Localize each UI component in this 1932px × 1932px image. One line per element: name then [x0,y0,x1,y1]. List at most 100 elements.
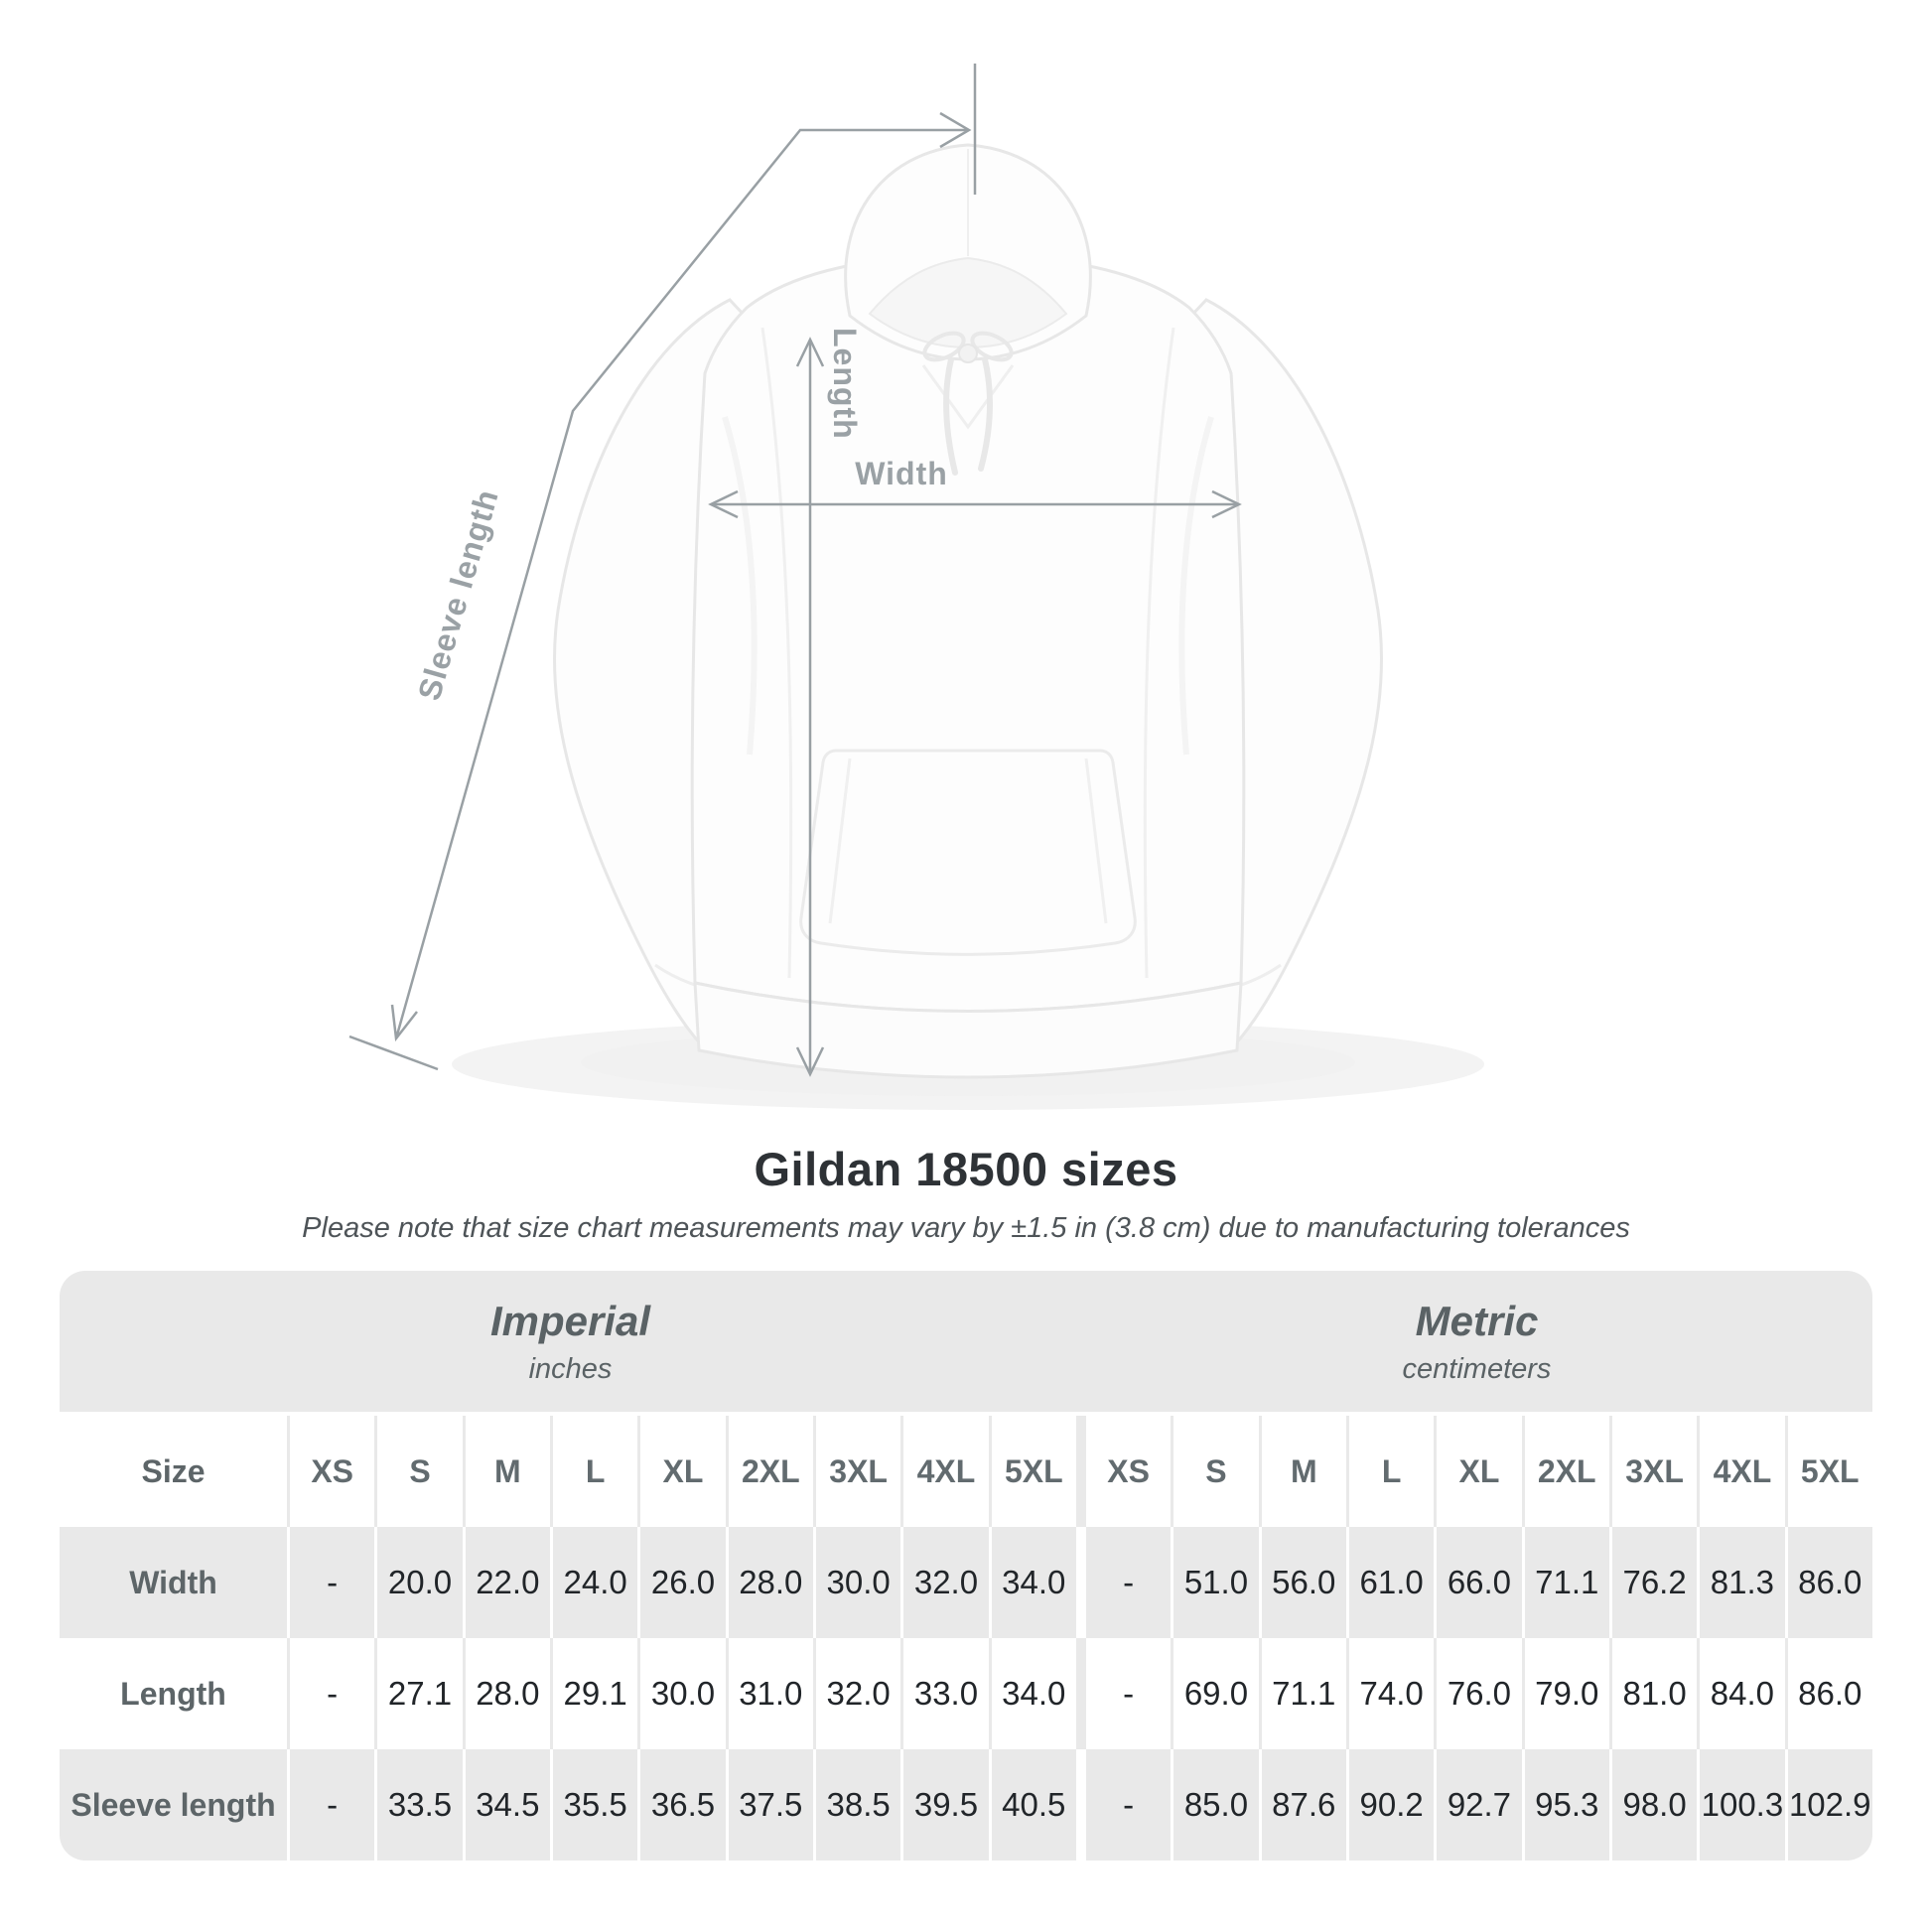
metric-value: 71.1 [1262,1638,1349,1749]
imperial-value: 29.1 [553,1638,641,1749]
metric-value: 90.2 [1349,1749,1438,1861]
metric-value: 76.0 [1437,1638,1525,1749]
metric-value: 74.0 [1349,1638,1438,1749]
size-header-metric-2xl: 2XL [1525,1416,1612,1527]
hoodie-illustration [552,143,1384,1079]
size-header-imperial-xl: XL [640,1416,729,1527]
width-line [708,489,1242,519]
metric-group-title: Metric [1415,1297,1539,1344]
page-subtitle: Please note that size chart measurements… [302,1212,1630,1244]
size-header-metric-m: M [1262,1416,1349,1527]
metric-value: 81.3 [1700,1527,1788,1638]
imperial-group-unit: inches [528,1352,613,1385]
imperial-value: 33.0 [903,1638,992,1749]
imperial-value: - [290,1638,378,1749]
length-line [795,337,825,1077]
imperial-value: 22.0 [466,1527,553,1638]
sleeve-length-label: Sleeve length [411,485,505,705]
metric-value: - [1086,1527,1174,1638]
hoodie-diagram-svg: Length Width Sleeve length [348,64,1484,1110]
imperial-value: - [290,1749,378,1861]
metric-value: 81.0 [1612,1638,1701,1749]
imperial-value: 28.0 [466,1638,553,1749]
size-header-metric-3xl: 3XL [1612,1416,1701,1527]
metric-value: - [1086,1749,1174,1861]
imperial-group-header: Imperial inches [60,1271,1081,1412]
metric-value: 56.0 [1262,1527,1349,1638]
imperial-value: 40.5 [992,1749,1086,1861]
metric-value: 86.0 [1798,1564,1863,1600]
size-header-imperial-2xl: 2XL [729,1416,816,1527]
metric-value: 71.1 [1525,1527,1612,1638]
imperial-group-title: Imperial [489,1297,651,1344]
imperial-value: 39.5 [903,1749,992,1861]
imperial-value: 31.0 [729,1638,816,1749]
arrowhead-right [1211,489,1242,519]
metric-value: 100.3 [1700,1749,1788,1861]
imperial-value: 37.5 [729,1749,816,1861]
imperial-value: 30.0 [816,1527,904,1638]
imperial-value: 34.5 [466,1749,553,1861]
size-header-metric-4xl: 4XL [1700,1416,1788,1527]
metric-group-header: Metric centimeters [1081,1271,1872,1412]
metric-value: 98.0 [1612,1749,1701,1861]
metric-value: 102.9 [1788,1786,1871,1823]
imperial-value: 38.5 [816,1749,904,1861]
arrowhead-down [795,1046,825,1077]
arrowhead-bottom [390,1004,418,1042]
metric-value: 86.0 [1798,1675,1863,1712]
drawstring [922,331,1014,476]
imperial-value: - [290,1527,378,1638]
size-header-imperial-5xl: 5XL [992,1416,1086,1527]
imperial-value: 34.0 [992,1638,1086,1749]
arrowhead-up [795,337,825,367]
metric-value: 95.3 [1525,1749,1612,1861]
size-header-imperial-xs: XS [290,1416,378,1527]
sleeve-length-line [348,64,977,1071]
size-header-metric-xs: XS [1086,1416,1174,1527]
measurement-row-length: Length -27.1 28.0 29.1 30.0 31.0 32.0 33.0 34.0-… [60,1638,1872,1749]
imperial-value: 24.0 [553,1527,641,1638]
metric-value: 61.0 [1349,1527,1438,1638]
size-header-imperial-l: L [553,1416,641,1527]
imperial-value: 34.0 [992,1527,1086,1638]
size-header-row: Size XS S M L XL 2XL 3XL 4XL 5XL XS S M L XL 2XL 3XL 4XL 5… [60,1416,1872,1527]
size-header-metric-l: L [1349,1416,1438,1527]
size-header-imperial-4xl: 4XL [903,1416,992,1527]
row-label: Length [60,1638,290,1749]
length-label: Length [827,328,863,440]
imperial-value: 20.0 [377,1527,466,1638]
imperial-value: 28.0 [729,1527,816,1638]
imperial-value: 33.5 [377,1749,466,1861]
metric-value: 79.0 [1525,1638,1612,1749]
size-header-imperial-m: M [466,1416,553,1527]
measurement-row-width: Width -20.0 22.0 24.0 26.0 28.0 30.0 32.0 34.0-5… [60,1527,1872,1638]
metric-value: 85.0 [1173,1749,1262,1861]
size-header-metric-s: S [1173,1416,1262,1527]
imperial-value: 27.1 [377,1638,466,1749]
metric-value: 84.0 [1700,1638,1788,1749]
unit-group-row: Imperial inches Metric centimeters [60,1271,1872,1416]
metric-value: 92.7 [1437,1749,1525,1861]
imperial-value: 30.0 [640,1638,729,1749]
imperial-value: 35.5 [553,1749,641,1861]
measurement-diagram: Length Width Sleeve length [348,64,1484,1110]
metric-value: 66.0 [1437,1527,1525,1638]
arrowhead-left [708,489,739,519]
metric-value: 87.6 [1262,1749,1349,1861]
page-title: Gildan 18500 sizes [754,1143,1178,1195]
size-header-imperial-s: S [377,1416,466,1527]
size-header-metric-5xl: 5XL [1800,1452,1860,1489]
metric-value: 51.0 [1173,1527,1262,1638]
metric-group-unit: centimeters [1402,1352,1552,1385]
imperial-value: 32.0 [816,1638,904,1749]
arrowhead-right [939,111,972,149]
measurement-row-sleeve-length: Sleeve length -33.5 34.5 35.5 36.5 37.5 38.5 39… [60,1749,1872,1861]
row-label: Sleeve length [60,1749,290,1861]
metric-value: 76.2 [1612,1527,1701,1638]
imperial-value: 36.5 [640,1749,729,1861]
imperial-value: 26.0 [640,1527,729,1638]
size-column-header: Size [60,1416,290,1527]
tick-bottom [348,1035,439,1071]
width-label: Width [855,456,948,491]
